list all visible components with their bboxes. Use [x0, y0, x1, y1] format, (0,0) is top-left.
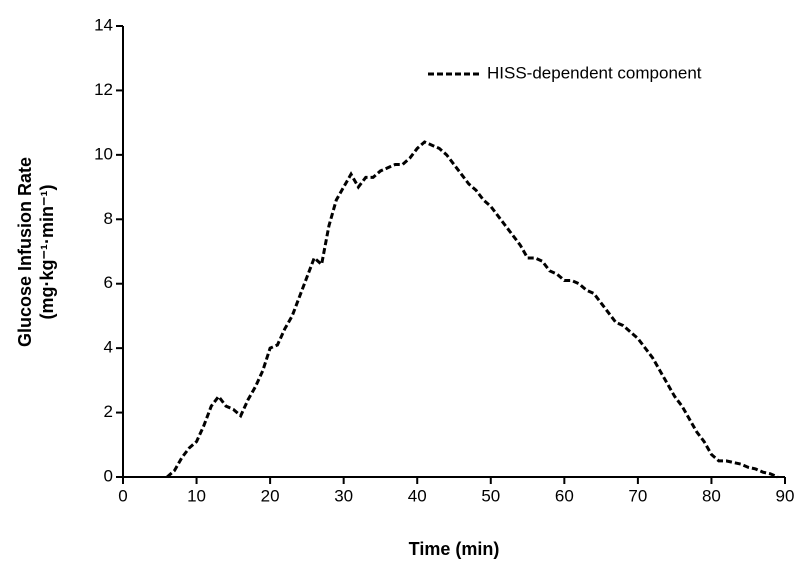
y-tick-label: 2 — [104, 402, 113, 421]
x-tick-label: 40 — [408, 486, 427, 505]
data-line — [166, 140, 779, 479]
y-tick-label: 6 — [104, 273, 113, 292]
y-tick-label: 12 — [94, 80, 113, 99]
y-tick-label: 10 — [94, 144, 113, 163]
x-tick-label: 0 — [118, 486, 127, 505]
y-axis-label-group: Glucose Infusion Rate (mg·kg⁻¹·min⁻¹) — [15, 157, 57, 347]
y-tick-label: 8 — [104, 209, 113, 228]
y-axis-label: (mg·kg⁻¹·min⁻¹) — [37, 185, 57, 320]
y-tick-label: 4 — [104, 338, 113, 357]
x-tick-label: 20 — [261, 486, 280, 505]
y-tick-label: 14 — [94, 15, 113, 34]
y-axis-label: Glucose Infusion Rate — [15, 157, 35, 347]
x-axis-label: Time (min) — [409, 539, 500, 559]
legend-label: HISS-dependent component — [487, 63, 702, 82]
x-tick-label: 90 — [776, 486, 795, 505]
x-tick-label: 10 — [187, 486, 206, 505]
y-tick-label: 0 — [104, 466, 113, 485]
x-tick-label: 30 — [334, 486, 353, 505]
x-tick-label: 60 — [555, 486, 574, 505]
x-tick-label: 50 — [481, 486, 500, 505]
x-tick-label: 70 — [628, 486, 647, 505]
x-tick-label: 80 — [702, 486, 721, 505]
